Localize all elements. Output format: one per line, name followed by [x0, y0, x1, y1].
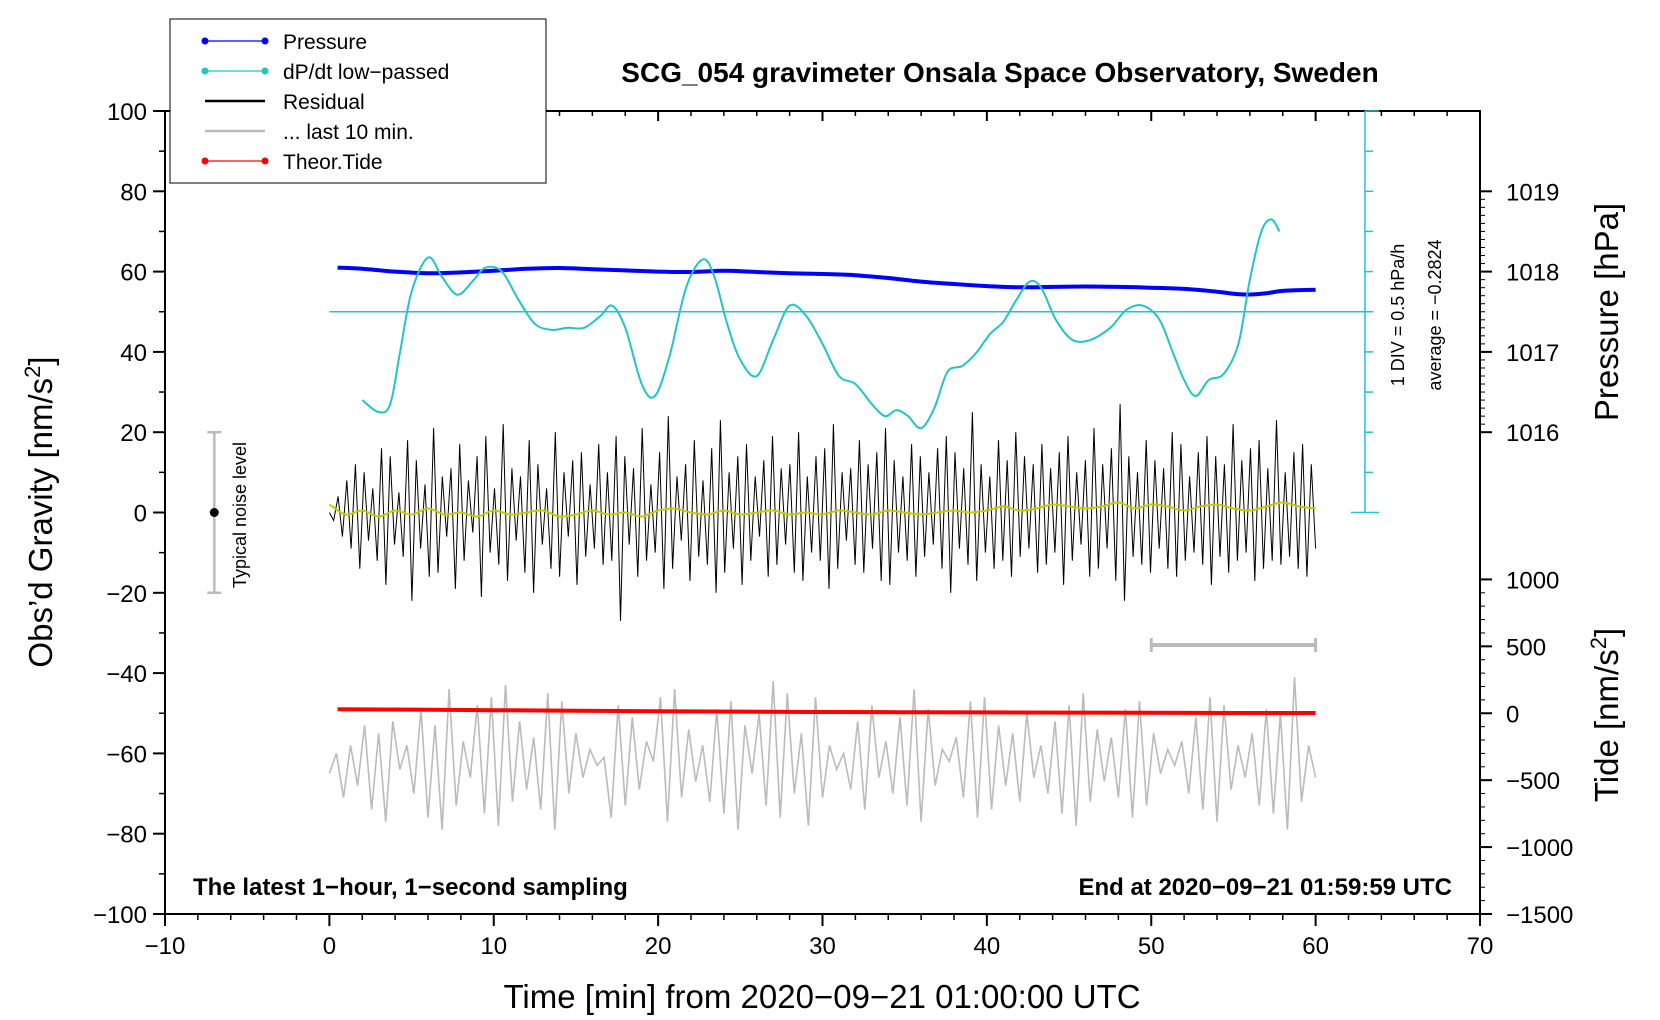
- noise-level-label: Typical noise level: [230, 442, 250, 588]
- y-axis-left-title-sup: 2: [20, 366, 45, 378]
- y-axis-left-title-main: Obs’d Gravity [nm/s: [22, 378, 59, 668]
- pressure-axis-title: Pressure [hPa]: [1588, 203, 1625, 421]
- x-axis-title: Time [min] from 2020−09−21 01:00:00 UTC: [503, 978, 1140, 1015]
- tide-axis-title: Tide [nm/s2]: [1586, 628, 1626, 802]
- y-tick-label: 100: [107, 99, 147, 126]
- y-tick-label: 40: [120, 340, 147, 367]
- tide-axis-title-close: ]: [1588, 628, 1625, 637]
- legend-marker-left: [201, 37, 209, 45]
- tide-axis-ticks: 1000 500 0 −500 −1000 −1500: [1480, 567, 1573, 929]
- legend-label: Pressure: [283, 31, 367, 54]
- y-tick-label: −20: [106, 581, 147, 608]
- pressure-tick-label: 1017: [1506, 340, 1559, 367]
- tide-tick-label: −500: [1506, 768, 1560, 795]
- last-10-min-marker: [1149, 637, 1318, 652]
- dpdt-scale-label-1: 1 DIV = 0.5 hPa/h: [1388, 244, 1408, 387]
- x-tick-label: 20: [645, 933, 672, 960]
- legend-marker-left: [201, 157, 209, 165]
- x-axis-ticks: −10 0 10 20 30 40 50 60 70: [145, 111, 1494, 960]
- y-tick-label: −100: [93, 902, 147, 929]
- tide-axis-title-sup: 2: [1586, 637, 1611, 649]
- pressure-tick-label: 1016: [1506, 420, 1559, 447]
- y-tick-label: −60: [106, 741, 147, 768]
- pressure-tick-label: 1018: [1506, 260, 1559, 287]
- legend-marker-right: [261, 67, 269, 75]
- legend-label: Theor.Tide: [283, 151, 383, 174]
- legend-marker-right: [261, 37, 269, 45]
- y-tick-label: 80: [120, 179, 147, 206]
- tide-axis-title-main: Tide [nm/s: [1588, 649, 1625, 802]
- x-tick-label: 10: [480, 933, 507, 960]
- tide-tick-label: 500: [1506, 634, 1546, 661]
- legend-label: Residual: [283, 91, 365, 114]
- series-residual: [328, 404, 1317, 621]
- x-tick-label: 70: [1467, 933, 1494, 960]
- legend-marker-right: [261, 157, 269, 165]
- x-tick-label: 0: [323, 933, 336, 960]
- legend-marker-left: [201, 67, 209, 75]
- dpdt-scale-bar: [1350, 110, 1379, 514]
- legend: Pressure dP/dt low−passed Residual ... last…: [169, 18, 547, 184]
- pressure-axis-ticks: 1016 1017 1018 1019: [1480, 179, 1559, 447]
- sampling-note: The latest 1−hour, 1−second sampling: [193, 874, 628, 901]
- noise-bar-dot: [209, 508, 219, 517]
- pressure-tick-label: 1019: [1506, 179, 1559, 206]
- tide-tick-label: −1500: [1506, 902, 1573, 929]
- legend-label: dP/dt low−passed: [283, 61, 449, 84]
- tide-tick-label: 0: [1506, 701, 1519, 728]
- dpdt-scale-label-2: average = −0.2824: [1425, 239, 1445, 390]
- series-residual-smoothed: [328, 501, 1316, 518]
- y-tick-label: −40: [106, 661, 147, 688]
- y-tick-label: 0: [134, 501, 147, 528]
- y-tick-label: 60: [120, 260, 147, 287]
- y-axis-left-ticks: −100 −80 −60 −40 −20 0 20 40 60 80 100: [93, 99, 165, 929]
- legend-label: ... last 10 min.: [283, 121, 414, 144]
- y-tick-label: −80: [106, 822, 147, 849]
- y-tick-label: 20: [120, 420, 147, 447]
- chart-title: SCG_054 gravimeter Onsala Space Observat…: [621, 57, 1378, 88]
- series-dpdt: [361, 218, 1281, 430]
- x-tick-label: 30: [809, 933, 836, 960]
- series-last-10-min: [328, 677, 1317, 830]
- y-axis-left-title: Obs’d Gravity [nm/s2]: [20, 356, 60, 667]
- end-time-note: End at 2020−09−21 01:59:59 UTC: [1078, 874, 1452, 901]
- x-tick-label: 40: [974, 933, 1001, 960]
- series-layer: [328, 218, 1365, 830]
- tide-tick-label: 1000: [1506, 567, 1559, 594]
- series-pressure: [337, 265, 1316, 297]
- tide-tick-label: −1000: [1506, 835, 1573, 862]
- y-axis-left-title-close: ]: [22, 356, 59, 365]
- noise-level-bar: [207, 430, 222, 595]
- x-tick-label: 50: [1138, 933, 1165, 960]
- series-theoretical-tide: [337, 707, 1316, 716]
- x-tick-label: −10: [145, 933, 186, 960]
- x-tick-label: 60: [1302, 933, 1329, 960]
